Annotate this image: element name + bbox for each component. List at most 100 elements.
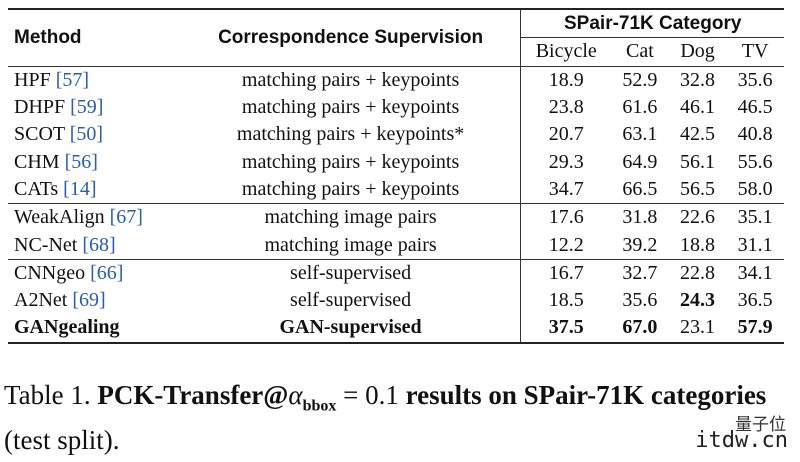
table-row: SCOT [50] matching pairs + keypoints* 20.7… (8, 121, 784, 149)
header-group: SPair-71K Category (520, 8, 784, 39)
value: 29.3 (548, 150, 584, 173)
value: 17.6 (548, 206, 584, 229)
citation: [14] (63, 177, 97, 200)
value: 61.6 (622, 96, 658, 119)
value-cell: 32.8 (668, 65, 727, 94)
value: 37.5 (548, 316, 584, 339)
value-cell: 37.5 (520, 314, 612, 344)
table-row: DHPF [59] matching pairs + keypoints 23.8 6… (8, 93, 784, 122)
supervision-text: matching pairs + keypoints (241, 177, 460, 200)
citation: [69] (72, 289, 106, 312)
supervision-cell: matching pairs + keypoints* (181, 121, 521, 148)
value: 36.5 (737, 289, 773, 312)
supervision-cell: matching pairs + keypoints (180, 65, 521, 94)
method-cell: CHM [56] (8, 148, 181, 175)
value: 20.7 (548, 123, 584, 146)
method-name: WeakAlign (14, 206, 105, 229)
supervision-cell: self-supervised (181, 287, 521, 314)
value: 32.7 (622, 261, 658, 284)
value-cell: 35.1 (726, 203, 784, 232)
method-name: CHM (14, 150, 60, 173)
value-cell: 35.6 (611, 287, 669, 314)
value-cell: 66.5 (611, 176, 669, 204)
value-cell: 12.2 (520, 231, 612, 260)
value: 18.5 (548, 289, 584, 312)
citation: [67] (109, 206, 143, 229)
value-cell: 55.6 (726, 148, 784, 175)
citation: [59] (70, 96, 104, 119)
method-name: CATs (14, 177, 59, 200)
supervision-cell: matching pairs + keypoints (181, 148, 521, 175)
results-table: Method Correspondence Supervision SPair-71… (8, 7, 784, 344)
value-cell: 64.9 (611, 148, 669, 175)
value: 35.6 (622, 289, 658, 312)
supervision-text: matching pairs + keypoints (241, 150, 460, 173)
value: 12.2 (548, 233, 584, 256)
value: 18.8 (680, 233, 716, 256)
value: 34.7 (548, 177, 584, 200)
watermark-site: itdw.cn (695, 428, 788, 453)
citation: [66] (90, 261, 124, 284)
value: 35.6 (737, 68, 773, 91)
value: 39.2 (622, 233, 658, 256)
value-cell: 52.9 (611, 65, 669, 94)
supervision-text: self-supervised (290, 289, 412, 312)
value: 42.5 (680, 123, 716, 146)
method-name: SCOT (14, 123, 65, 146)
citation: [50] (69, 123, 104, 146)
table-row: GANgealing GAN-supervised 37.5 67.0 23.1 57.9 (8, 314, 784, 344)
caption-sub: bbox (302, 397, 337, 415)
value-cell: 61.6 (611, 94, 669, 121)
table-row: HPF [57] matching pairs + keypoints 18.9 52… (8, 65, 784, 94)
caption-bold: results on SPair-71K categories (405, 380, 767, 410)
value-cell: 16.7 (520, 258, 612, 287)
value: 22.6 (680, 206, 716, 229)
method-name: CNNgeo (14, 261, 86, 284)
value: 32.8 (680, 68, 716, 91)
value: 23.8 (548, 96, 584, 119)
value-cell: 34.1 (726, 258, 784, 287)
supervision-text: self-supervised (290, 261, 412, 284)
citation: [56] (64, 150, 98, 173)
method-name: GANgealing (14, 316, 120, 339)
header-cell: Correspondence Supervision (180, 7, 521, 67)
supervision-cell: matching pairs + keypoints (181, 176, 521, 204)
supervision-cell: matching image pairs (180, 203, 521, 232)
value: 46.5 (737, 96, 773, 119)
method-cell: CNNgeo [66] (8, 258, 181, 287)
value-cell: 34.7 (520, 175, 612, 204)
value: 18.9 (548, 68, 584, 91)
value: 57.9 (737, 316, 773, 339)
supervision-text: matching pairs + keypoints (241, 96, 460, 119)
value: 55.6 (737, 150, 773, 173)
value-cell: 35.6 (726, 65, 784, 94)
supervision-text: matching pairs + keypoints (241, 68, 460, 91)
value-cell: 24.3 (669, 287, 727, 314)
caption-math: α (288, 380, 303, 410)
value: 35.1 (737, 206, 773, 229)
citation: [68] (82, 233, 116, 256)
value: 56.1 (680, 150, 716, 173)
caption-eq: = 0.1 (343, 380, 399, 410)
value: 31.8 (622, 206, 658, 229)
method-cell: NC-Net [68] (8, 231, 181, 259)
value-cell: 58.0 (726, 176, 784, 204)
value-cell: 46.1 (669, 94, 727, 121)
value: 40.8 (737, 123, 773, 146)
value-cell: 31.8 (611, 203, 669, 232)
value-cell: 40.8 (726, 121, 784, 148)
value-cell: 57.9 (726, 314, 784, 344)
supervision-cell: matching pairs + keypoints (181, 94, 521, 121)
value-cell: 56.5 (669, 176, 727, 204)
method-name: A2Net (14, 289, 68, 312)
value-cell: 17.6 (520, 203, 612, 232)
value-cell: 18.5 (520, 286, 612, 315)
value: 63.1 (622, 123, 658, 146)
value-cell: 23.8 (520, 93, 612, 122)
caption-label: Table 1. (4, 380, 91, 410)
value-cell: 56.1 (669, 148, 727, 175)
value-cell: 46.5 (726, 94, 784, 121)
table-row: A2Net [69] self-supervised 18.5 35.6 24.3 36.… (8, 286, 784, 315)
method-cell: DHPF [59] (8, 94, 181, 121)
table-row: CNNgeo [66] self-supervised 16.7 32.7 22.8 34… (8, 258, 784, 287)
